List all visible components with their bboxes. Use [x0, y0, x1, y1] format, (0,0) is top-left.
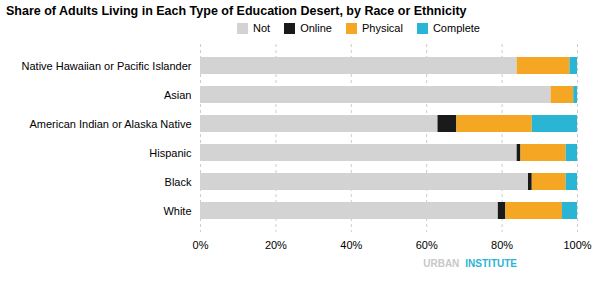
svg-text:0%: 0%	[193, 239, 209, 251]
svg-text:60%: 60%	[416, 239, 438, 251]
html-text:Share of Adults Living in Each: Share of Adults Living in Each Type of E…	[6, 4, 467, 18]
svg-text:American Indian or Alaska Nati: American Indian or Alaska Native	[29, 118, 191, 130]
svg-text:Black: Black	[165, 176, 192, 188]
svg-text:100%: 100%	[563, 239, 591, 251]
svg-text:Native Hawaiian or Pacific Isl: Native Hawaiian or Pacific Islander	[22, 60, 192, 72]
html-text:INSTITUTE: INSTITUTE	[465, 258, 517, 269]
html-text:URBAN: URBAN	[423, 258, 460, 269]
svg-text:40%: 40%	[340, 239, 362, 251]
html-text:Complete: Complete	[432, 22, 480, 34]
html-text:Not: Not	[253, 22, 271, 34]
svg-text:White: White	[163, 205, 191, 217]
html-text:Physical: Physical	[361, 22, 403, 34]
svg-text:Hispanic: Hispanic	[149, 147, 192, 159]
svg-text:80%: 80%	[491, 239, 513, 251]
html-text:Online: Online	[300, 22, 332, 34]
svg-text:Asian: Asian	[164, 89, 192, 101]
svg-text:20%: 20%	[265, 239, 287, 251]
